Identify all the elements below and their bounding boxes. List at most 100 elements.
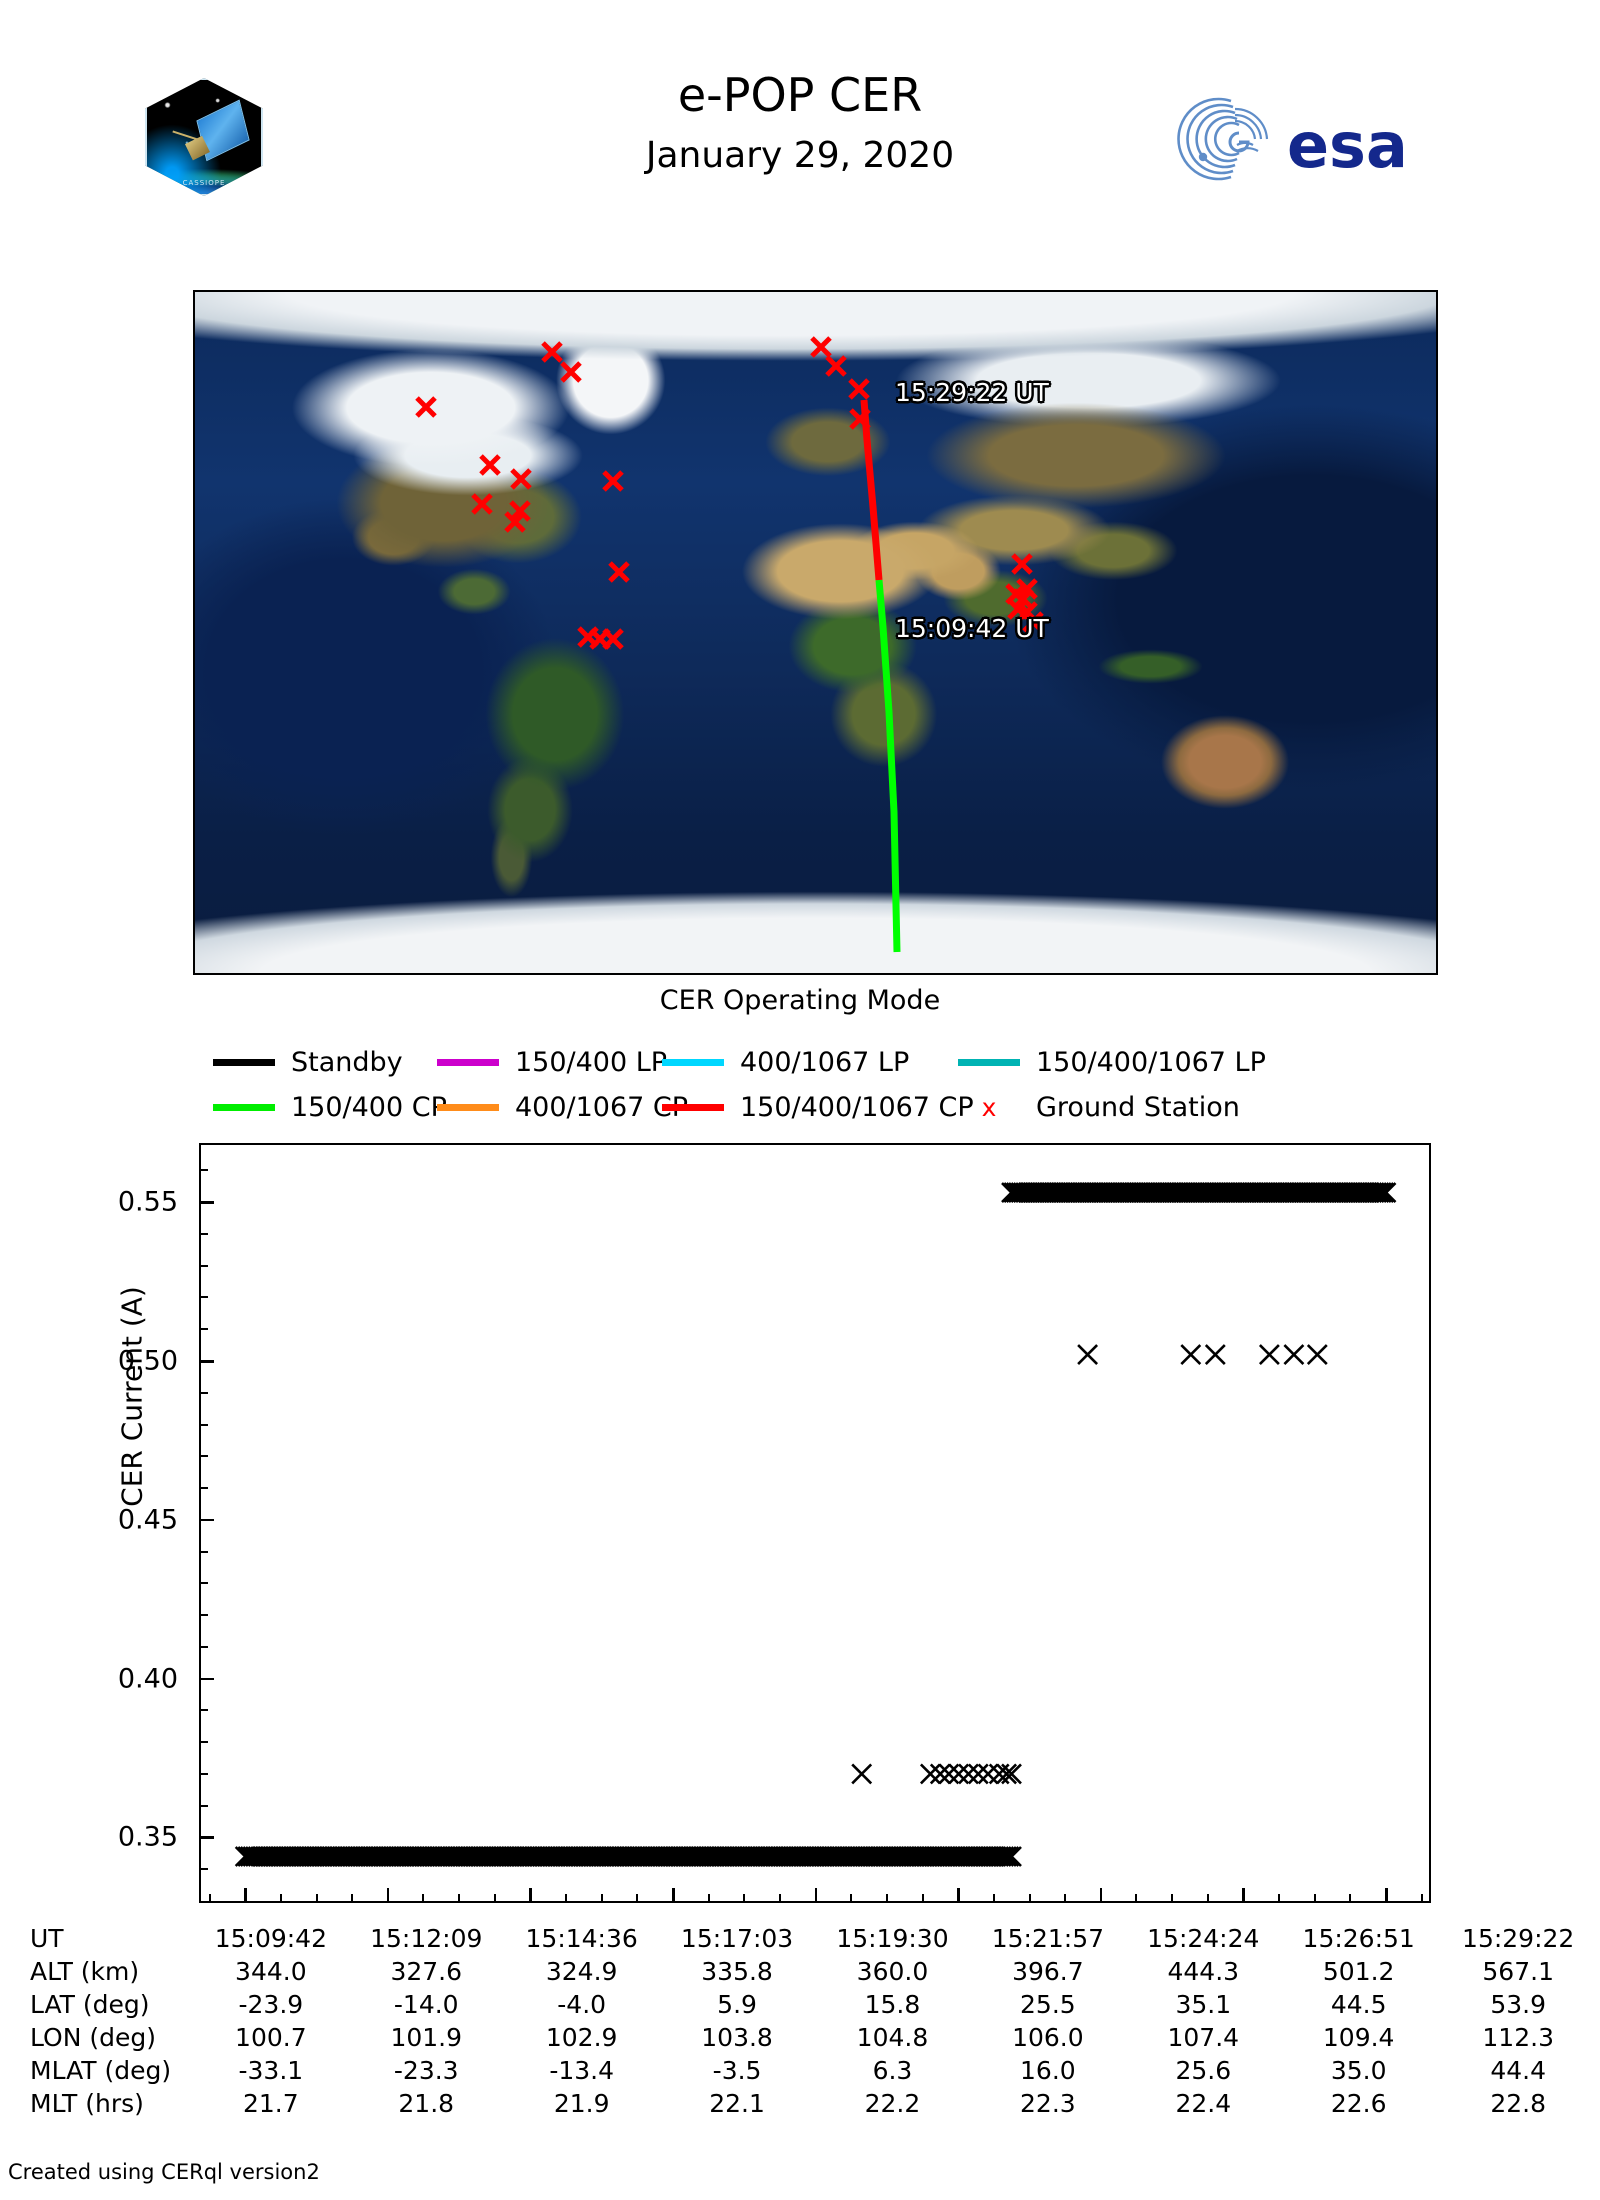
- ground-station-x-icon: [471, 493, 493, 515]
- world-map-panel: 15:29:22 UT 15:09:42 UT: [193, 290, 1438, 975]
- legend-item-150-400-1067-lp[interactable]: 150/400/1067 LP: [958, 1047, 1266, 1078]
- legend-swatch-150-400-lp: [437, 1059, 499, 1066]
- esa-logo-arcs: [1177, 97, 1269, 181]
- legend-item-150-400-cp[interactable]: 150/400 CP: [213, 1092, 447, 1123]
- ground-station-x-icon: [608, 561, 630, 583]
- y-axis-major-tick: [201, 1201, 214, 1204]
- table-row-label: LON (deg): [30, 2023, 156, 2052]
- x-axis-minor-tick: [1420, 1894, 1423, 1901]
- legend-item-standby[interactable]: Standby: [213, 1047, 437, 1078]
- table-cell: 21.7: [243, 2089, 299, 2118]
- table-cell: 21.9: [553, 2089, 610, 2118]
- table-cell: 16.0: [1020, 2056, 1076, 2085]
- table-cell: 25.6: [1175, 2056, 1232, 2085]
- page-title: e-POP CER: [677, 68, 923, 122]
- y-axis-minor-tick: [201, 1550, 208, 1553]
- table-cell: 107.4: [1167, 2023, 1240, 2052]
- scatter-marker-x: [967, 1763, 989, 1785]
- scatter-marker-x: [1306, 1344, 1328, 1366]
- legend-item-400-1067-cp[interactable]: 400/1067 CP: [437, 1092, 688, 1123]
- table-row: UT 15:09:42 15:12:09 15:14:36 15:17:03 15:19:…: [0, 1922, 1600, 1955]
- x-axis-minor-tick: [458, 1894, 461, 1901]
- table-cell: 15.8: [864, 1990, 921, 2019]
- y-axis-tick-label: 0.45: [117, 1504, 178, 1536]
- footer-credit: Created using CERql version2: [8, 2160, 320, 2184]
- esa-logo: esa: [1175, 95, 1450, 183]
- x-axis-minor-tick: [1135, 1894, 1138, 1901]
- world-map-image: [195, 292, 1436, 973]
- legend-item-400-1067-lp[interactable]: 400/1067 LP: [662, 1047, 958, 1078]
- legend-label-150-400-1067-cp: 150/400/1067 CP: [740, 1092, 974, 1123]
- table-cell: -23.3: [393, 2056, 459, 2085]
- ground-station-x-icon: x: [981, 1093, 997, 1122]
- y-axis-minor-tick: [201, 1614, 208, 1617]
- table-row: ALT (km) 344.0 327.6 324.9 335.8 360.0 396.7 44…: [0, 1955, 1600, 1988]
- table-cell: -14.0: [393, 1990, 459, 2019]
- ground-station-x-icon: [560, 361, 582, 383]
- track-start-time-label: 15:09:42 UT: [895, 614, 1049, 643]
- scatter-marker-x: [998, 1846, 1020, 1867]
- y-axis-major-tick: [201, 1360, 214, 1363]
- legend-item-150-400-lp[interactable]: 150/400 LP: [437, 1047, 667, 1078]
- table-cell: 44.5: [1330, 1990, 1387, 2019]
- scatter-marker-x: [990, 1846, 1012, 1867]
- table-row: LAT (deg) -23.9 -14.0 -4.0 5.9 15.8 25.5 35.1 44…: [0, 1988, 1600, 2021]
- table-cell: 6.3: [872, 2056, 913, 2085]
- y-axis-minor-tick: [201, 1391, 208, 1394]
- y-axis-minor-tick: [201, 1741, 208, 1744]
- legend-item-150-400-1067-cp[interactable]: 150/400/1067 CP: [662, 1092, 974, 1123]
- x-axis-major-tick: [1385, 1888, 1388, 1901]
- scatter-marker-x: [1077, 1344, 1099, 1366]
- y-axis-tick-labels: 0.35 0.40 0.45 0.50 0.55: [68, 0, 178, 2200]
- table-cell: 15:09:42: [214, 1924, 327, 1953]
- page-subtitle-date: January 29, 2020: [645, 135, 955, 176]
- legend-label-400-1067-lp: 400/1067 LP: [740, 1047, 910, 1078]
- table-cell: 15:12:09: [370, 1924, 483, 1953]
- legend-label-150-400-1067-lp: 150/400/1067 LP: [1036, 1047, 1266, 1078]
- table-cell: 15:26:51: [1302, 1924, 1415, 1953]
- satellite-track-layer: [195, 292, 1436, 973]
- x-axis-minor-tick: [850, 1894, 853, 1901]
- table-cell: -3.5: [712, 2056, 762, 2085]
- table-row-label: MLAT (deg): [30, 2056, 172, 2085]
- table-cell: 109.4: [1322, 2023, 1395, 2052]
- table-cell: 22.8: [1490, 2089, 1547, 2118]
- ground-station-x-icon: [510, 468, 532, 490]
- table-cell: 112.3: [1482, 2023, 1554, 2052]
- y-axis-minor-tick: [201, 1169, 208, 1172]
- table-cell: 44.4: [1490, 2056, 1547, 2085]
- legend-item-ground-station[interactable]: x Ground Station: [958, 1092, 1240, 1123]
- table-cell: 501.2: [1322, 1957, 1395, 1986]
- table-cell: 344.0: [235, 1957, 307, 1986]
- scatter-marker-x: [1001, 1846, 1022, 1867]
- y-axis-minor-tick: [201, 1232, 208, 1235]
- ground-station-x-icons: [415, 336, 1044, 650]
- ground-station-markers-layer: [195, 292, 1436, 973]
- operating-mode-legend: Standby 150/400 LP 400/1067 LP 150/400/1…: [213, 1040, 1423, 1130]
- table-cell: 103.8: [701, 2023, 773, 2052]
- table-cell: 21.8: [398, 2089, 455, 2118]
- scatter-marker-x: [977, 1763, 999, 1785]
- ground-station-x-icon: [1016, 601, 1038, 623]
- track-segment-150-400-1067-cp: [860, 399, 883, 581]
- y-axis-tick-label: 0.55: [117, 1186, 178, 1218]
- legend-label-150-400-lp: 150/400 LP: [515, 1047, 668, 1078]
- x-axis-minor-tick: [778, 1894, 781, 1901]
- table-cell: 324.9: [545, 1957, 618, 1986]
- x-axis-minor-tick: [1313, 1894, 1316, 1901]
- table-cell: 104.8: [856, 2023, 929, 2052]
- table-cell: 15:24:24: [1147, 1924, 1260, 1953]
- cassiope-logo: CASSIOPE: [145, 78, 263, 196]
- y-axis-minor-tick: [201, 1423, 208, 1426]
- legend-swatch-150-400-1067-cp: [662, 1104, 724, 1111]
- table-cell: 567.1: [1482, 1957, 1554, 1986]
- scatter-marker-x: [1373, 1182, 1395, 1204]
- y-axis-tick-label: 0.40: [117, 1663, 178, 1695]
- ground-station-x-icon: [509, 500, 531, 522]
- x-axis-minor-tick: [600, 1894, 603, 1901]
- x-axis-minor-tick: [493, 1894, 496, 1901]
- table-cell: 444.3: [1167, 1957, 1240, 1986]
- track-end-time-label: 15:29:22 UT: [895, 378, 1049, 407]
- table-row: MLAT (deg) -33.1 -23.3 -13.4 -3.5 6.3 16.0 25.6…: [0, 2054, 1600, 2087]
- x-axis-minor-tick: [1278, 1894, 1281, 1901]
